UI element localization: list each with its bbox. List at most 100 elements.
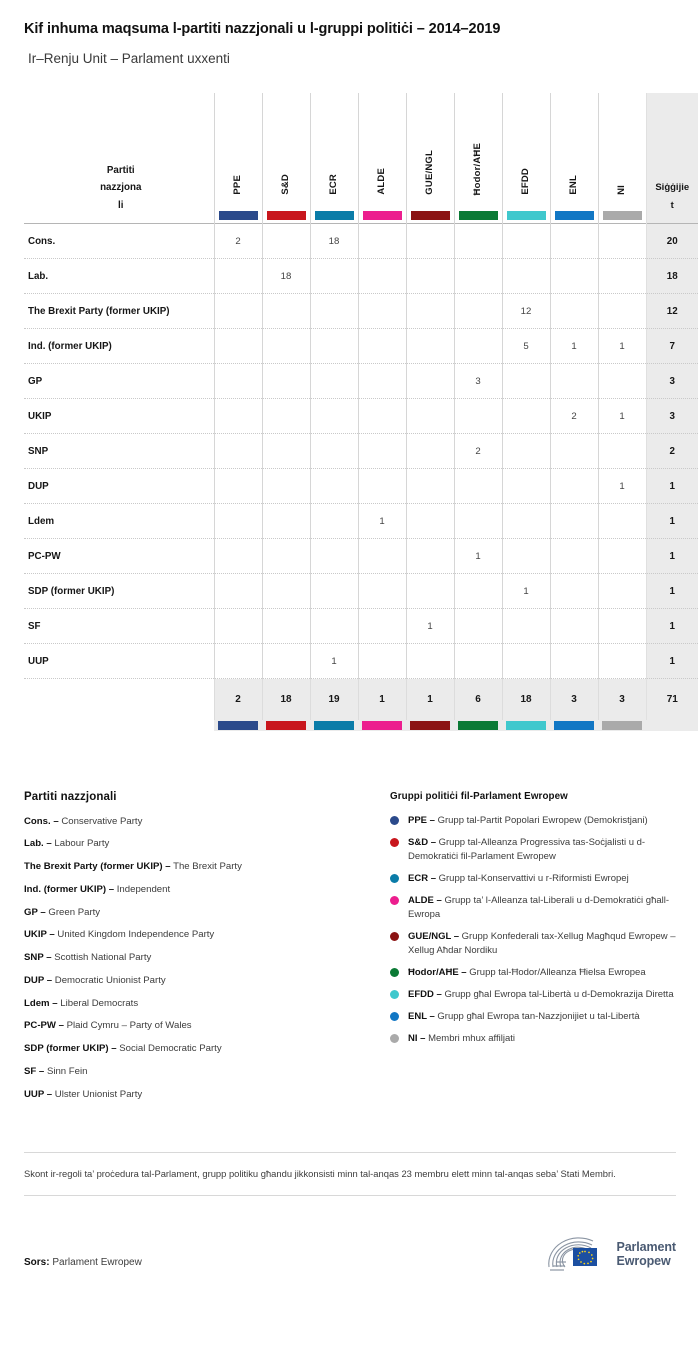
seat-cell bbox=[213, 258, 262, 294]
seat-cell: 12 bbox=[501, 293, 550, 329]
group-total: 19 bbox=[309, 678, 358, 720]
group-color-swatch bbox=[362, 720, 402, 730]
seat-cell bbox=[309, 328, 358, 364]
seat-cell bbox=[453, 608, 502, 644]
row-total: 1 bbox=[645, 643, 698, 679]
seat-cell bbox=[213, 293, 262, 329]
seat-cell bbox=[405, 398, 454, 434]
seat-cell bbox=[549, 468, 598, 504]
seat-cell bbox=[549, 433, 598, 469]
group-color-swatch bbox=[410, 211, 450, 221]
group-full-name: Membri mhux affiljati bbox=[428, 1033, 516, 1045]
party-abbr: DUP – bbox=[24, 974, 53, 986]
seat-cell bbox=[261, 363, 310, 399]
party-full-name: Plaid Cymru – Party of Wales bbox=[66, 1020, 192, 1032]
bottom-color-cell bbox=[454, 719, 502, 731]
party-full-name: Conservative Party bbox=[61, 815, 143, 827]
seat-cell bbox=[357, 643, 406, 679]
party-abbr: Lab. – bbox=[24, 838, 52, 850]
party-abbr: SNP – bbox=[24, 952, 52, 964]
logo-line-1: Parlament bbox=[616, 1239, 676, 1254]
seat-cell: 2 bbox=[213, 223, 262, 259]
seat-cell bbox=[309, 538, 358, 574]
political-groups-list: PPE – Grupp tal-Partit Popolari Ewropew … bbox=[390, 814, 676, 1047]
group-color-swatch bbox=[602, 211, 642, 221]
table-row: Lab. 18 18 bbox=[24, 258, 698, 294]
list-item: UUP – Ulster Unionist Party bbox=[24, 1089, 390, 1101]
seat-cell bbox=[357, 293, 406, 329]
seat-cell bbox=[597, 433, 646, 469]
group-color-dot-icon bbox=[390, 931, 399, 941]
list-item: Ind. (former UKIP) – Independent bbox=[24, 884, 390, 896]
seat-cell bbox=[549, 293, 598, 329]
seat-cell bbox=[501, 223, 550, 259]
seat-cell bbox=[309, 608, 358, 644]
national-parties-legend-heading: Partiti nazzjonali bbox=[24, 790, 117, 803]
seat-cell bbox=[357, 433, 406, 469]
group-description: Ħodor/AĦE – Grupp tal-Ħodor/Alleanza Ħie… bbox=[408, 966, 646, 980]
seat-cell bbox=[501, 468, 550, 504]
group-description: NI – Membri mhux affiljati bbox=[408, 1032, 515, 1046]
seat-cell bbox=[549, 573, 598, 609]
group-total: 2 bbox=[213, 678, 262, 720]
seat-cell bbox=[453, 223, 502, 259]
seat-cell bbox=[501, 363, 550, 399]
group-total: 18 bbox=[261, 678, 310, 720]
group-full-name: Grupp tal-Konservattivi u r-Riformisti E… bbox=[438, 872, 629, 884]
group-description: ENL – Grupp għal Ewropa tan-Nazzjonijiet… bbox=[408, 1010, 640, 1024]
bottom-color-cell bbox=[214, 719, 262, 731]
totals-row: 2 18 19 1 1 6 18 3 3 71 bbox=[24, 678, 698, 720]
seat-cell bbox=[357, 363, 406, 399]
group-column-label: GUE/NGL bbox=[424, 150, 435, 196]
seat-cell: 2 bbox=[453, 433, 502, 469]
row-total: 1 bbox=[645, 573, 698, 609]
row-header-line-2: nazzjona bbox=[100, 182, 142, 194]
group-color-dot-icon bbox=[390, 989, 399, 999]
total-header-line-2: t bbox=[670, 199, 674, 211]
list-item: GP – Green Party bbox=[24, 907, 390, 919]
group-column-header--odor-a-e: Ħodor/AĦE bbox=[453, 92, 502, 224]
table-row: SF 1 1 bbox=[24, 608, 698, 644]
group-abbr: S&D – bbox=[408, 836, 436, 848]
party-abbr: SF – bbox=[24, 1065, 45, 1077]
seat-cell bbox=[597, 643, 646, 679]
seat-cell: 1 bbox=[309, 643, 358, 679]
group-color-swatch bbox=[218, 720, 258, 730]
logo-text: Parlament Ewropew bbox=[616, 1240, 676, 1269]
logo-line-2: Ewropew bbox=[616, 1254, 671, 1269]
row-party-name: Lab. bbox=[28, 270, 49, 282]
list-item: ALDE – Grupp ta’ l-Alleanza tal-Liberali… bbox=[390, 894, 676, 922]
list-item: PPE – Grupp tal-Partit Popolari Ewropew … bbox=[390, 814, 676, 828]
party-full-name: Sinn Fein bbox=[46, 1065, 88, 1077]
group-full-name: Grupp għal Ewropa tal-Libertà u d-Demokr… bbox=[444, 988, 674, 1000]
bottom-color-cell bbox=[358, 719, 406, 731]
national-parties-legend: Partiti nazzjonali Cons. – Conservative … bbox=[24, 791, 390, 1112]
group-color-dot-icon bbox=[390, 967, 399, 977]
party-full-name: United Kingdom Independence Party bbox=[57, 929, 215, 941]
group-color-swatch bbox=[554, 211, 594, 221]
row-header-line-3: li bbox=[118, 199, 124, 211]
political-groups-legend: Gruppi politiċi fil-Parlament Ewropew PP… bbox=[390, 791, 676, 1112]
table-row: UKIP 2 1 3 bbox=[24, 398, 698, 434]
seat-cell bbox=[213, 468, 262, 504]
list-item: NI – Membri mhux affiljati bbox=[390, 1032, 676, 1046]
list-item: Lab. – Labour Party bbox=[24, 838, 390, 850]
seat-cell: 18 bbox=[261, 258, 310, 294]
seat-cell bbox=[453, 293, 502, 329]
seat-cell: 18 bbox=[309, 223, 358, 259]
group-color-dot-icon bbox=[390, 873, 399, 883]
seat-cell bbox=[261, 468, 310, 504]
row-party-name: PC-PW bbox=[28, 550, 61, 562]
group-color-swatch bbox=[266, 211, 306, 221]
total-header-line-1: Siġġijie bbox=[655, 181, 690, 193]
total-column-header: Siġġijie t bbox=[645, 92, 698, 224]
row-party-name: Cons. bbox=[28, 235, 56, 247]
list-item: Cons. – Conservative Party bbox=[24, 816, 390, 828]
seat-cell bbox=[597, 363, 646, 399]
bottom-color-cell bbox=[262, 719, 310, 731]
list-item: ENL – Grupp għal Ewropa tan-Nazzjonijiet… bbox=[390, 1010, 676, 1024]
table-row: SNP 2 2 bbox=[24, 433, 698, 469]
party-full-name: Scottish National Party bbox=[54, 952, 152, 964]
seat-cell bbox=[501, 258, 550, 294]
row-total: 12 bbox=[645, 293, 698, 329]
